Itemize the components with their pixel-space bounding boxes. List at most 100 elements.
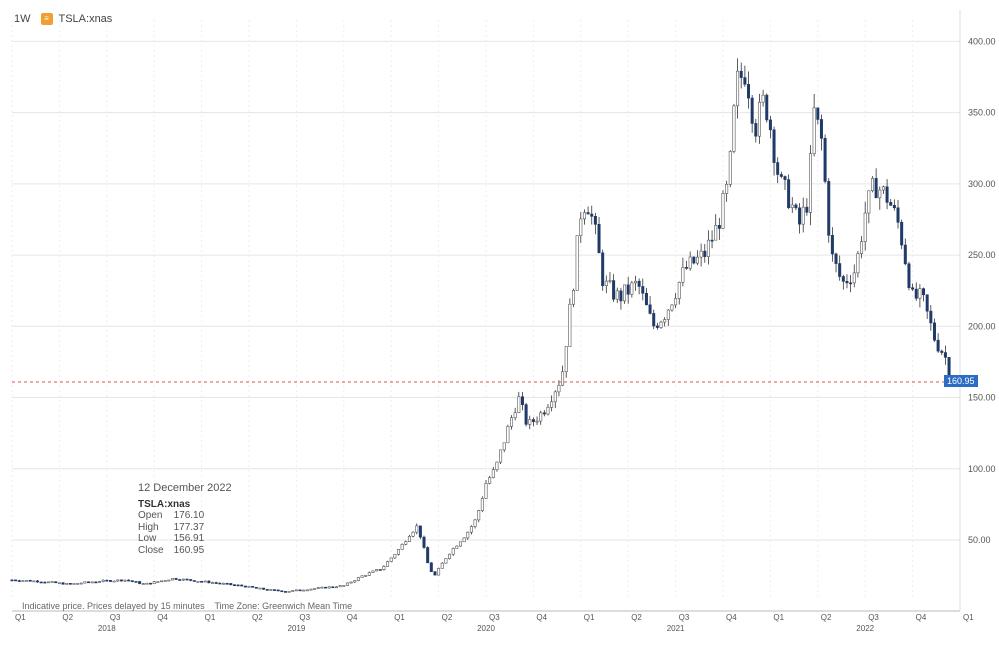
- candle-body: [860, 241, 864, 254]
- candle-body: [236, 584, 240, 587]
- y-tick-label: 50.00: [968, 535, 991, 545]
- candle-body: [145, 582, 149, 585]
- candle-body: [247, 586, 251, 588]
- delay-disclaimer: Indicative price. Prices delayed by 15 m…: [22, 601, 205, 611]
- candle-body: [779, 174, 783, 177]
- candle-body: [426, 547, 430, 564]
- candle-body: [39, 581, 43, 584]
- candle-body: [356, 577, 360, 581]
- high-label: High: [138, 521, 159, 533]
- candle-body: [458, 541, 462, 547]
- candle-body: [218, 582, 222, 585]
- candle-body: [787, 179, 791, 209]
- candle-body: [386, 561, 390, 567]
- candle-body: [79, 582, 83, 585]
- candle-body: [936, 339, 940, 352]
- close-value: 160.95: [173, 544, 205, 556]
- candle-body: [626, 284, 630, 295]
- candle-body: [539, 412, 543, 422]
- candle-body: [119, 579, 123, 582]
- year-tick-label: 2021: [667, 624, 685, 633]
- candle-body: [776, 162, 780, 175]
- candle-body: [575, 235, 579, 291]
- candle-body: [98, 581, 102, 583]
- candle-body: [466, 531, 470, 539]
- candle-body: [72, 583, 76, 585]
- candle-body: [856, 253, 860, 274]
- year-tick-label: 2020: [477, 624, 495, 633]
- candle-body: [918, 288, 922, 299]
- low-value: 156.91: [173, 533, 205, 544]
- candle-body: [528, 419, 532, 425]
- candle-body: [280, 590, 284, 593]
- candle-body: [25, 580, 29, 582]
- interval-selector[interactable]: 1W: [14, 13, 31, 25]
- candle-body: [553, 391, 557, 403]
- candle-body: [535, 420, 539, 423]
- candle-body: [845, 281, 849, 284]
- candle-body: [648, 304, 652, 314]
- candle-body: [181, 578, 185, 581]
- candle-body: [633, 280, 637, 284]
- candle-body: [294, 589, 298, 592]
- candle-body: [298, 589, 302, 592]
- candle-body: [338, 585, 342, 588]
- candle-body: [61, 582, 65, 585]
- candle-body: [666, 309, 670, 320]
- candle-body: [790, 204, 794, 209]
- candle-body: [225, 583, 229, 585]
- candle-body: [524, 404, 528, 425]
- symbol-label[interactable]: TSLA:xnas: [58, 13, 113, 25]
- candle-body: [305, 589, 309, 592]
- y-tick-label: 350.00: [968, 108, 996, 118]
- y-tick-label: 150.00: [968, 393, 996, 403]
- quarter-tick-label: Q1: [963, 613, 974, 622]
- y-tick-label: 100.00: [968, 464, 996, 474]
- candle-body: [801, 206, 805, 225]
- candle-body: [641, 286, 645, 294]
- candle-body: [68, 583, 72, 585]
- exchange-badge-icon: ≡: [40, 13, 53, 25]
- candle-body: [725, 184, 729, 194]
- candle-body: [87, 581, 91, 584]
- candle-body: [586, 212, 590, 215]
- candle-body: [849, 282, 853, 285]
- candle-body: [378, 569, 382, 571]
- y-tick-label: 300.00: [968, 179, 996, 189]
- candle-body: [932, 322, 936, 341]
- candle-body: [76, 583, 80, 585]
- candle-body: [695, 256, 699, 264]
- candle-body: [316, 587, 320, 589]
- candle-body: [411, 531, 415, 537]
- candle-body: [371, 570, 375, 573]
- candle-body: [127, 579, 131, 582]
- candle-body: [309, 588, 313, 591]
- candle-body: [189, 579, 193, 581]
- candle-body: [389, 557, 393, 562]
- candle-body: [495, 461, 499, 471]
- candle-body: [400, 544, 404, 550]
- candle-body: [488, 477, 492, 484]
- quarter-tick-label: Q2: [821, 613, 832, 622]
- timezone-note: Time Zone: Greenwich Mean Time: [214, 601, 353, 611]
- candle-body: [510, 417, 514, 427]
- quarter-tick-label: Q4: [347, 613, 358, 622]
- candle-body: [262, 587, 266, 590]
- candle-body: [688, 256, 692, 269]
- candle-body: [903, 244, 907, 265]
- candle-body: [692, 256, 696, 264]
- candle-body: [805, 206, 809, 213]
- candle-body: [211, 582, 215, 584]
- ohlc-row-high: High 177.37: [138, 522, 204, 534]
- candle-body: [765, 94, 769, 121]
- candle-body: [841, 276, 845, 282]
- candle-body: [342, 585, 346, 587]
- quarter-tick-label: Q3: [299, 613, 310, 622]
- candle-body: [415, 525, 419, 533]
- candle-body: [375, 569, 379, 572]
- candle-body: [240, 584, 244, 587]
- candle-body: [590, 213, 594, 217]
- candle-body: [324, 586, 328, 589]
- candle-body: [900, 221, 904, 246]
